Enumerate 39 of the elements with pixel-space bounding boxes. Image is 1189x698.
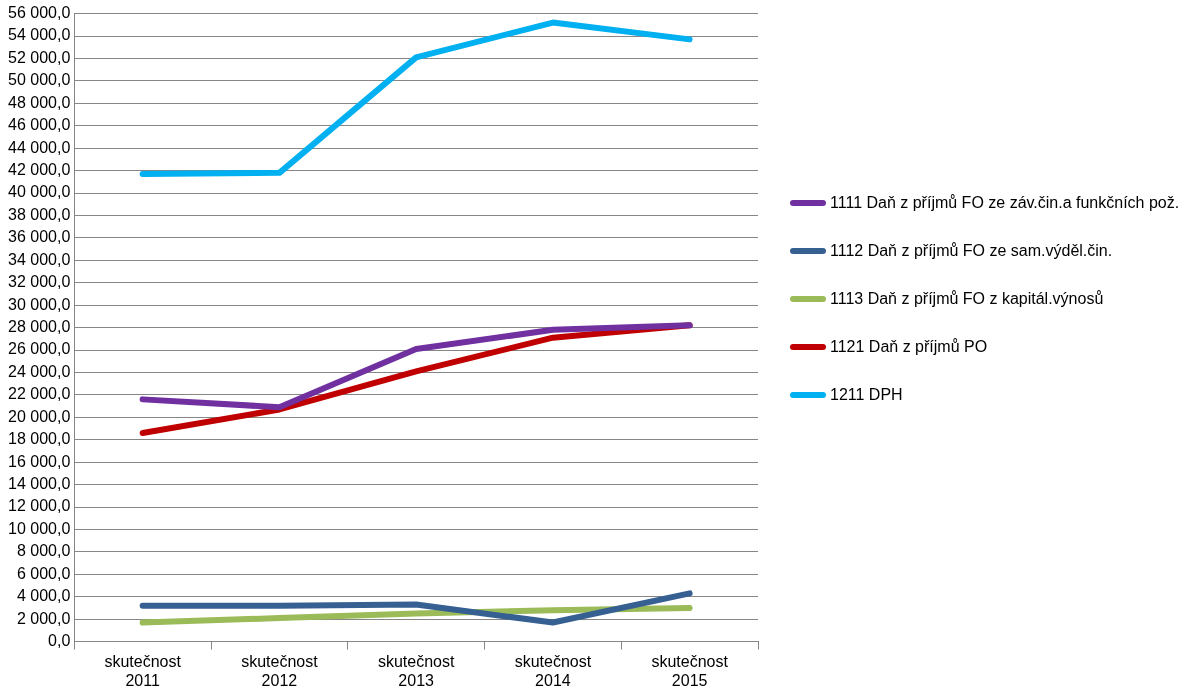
- x-tick-label: skutečnost 2015: [651, 652, 729, 689]
- y-tick-label: 20 000,0: [8, 407, 71, 425]
- y-tick-label: 50 000,0: [8, 71, 71, 89]
- y-tick-label: 30 000,0: [8, 295, 71, 313]
- legend-label: 1112 Daň z příjmů FO ze sam.výděl.čin.: [830, 241, 1113, 261]
- y-tick-label: 32 000,0: [8, 273, 71, 291]
- legend-label: 1121 Daň z příjmů PO: [830, 337, 988, 357]
- y-tick-label: 18 000,0: [8, 430, 71, 448]
- y-tick-label: 22 000,0: [8, 385, 71, 403]
- y-tick-label: 6 000,0: [16, 564, 71, 582]
- y-tick-label: 40 000,0: [8, 183, 71, 201]
- y-tick-label: 48 000,0: [8, 93, 71, 111]
- y-tick-label: 14 000,0: [8, 475, 71, 493]
- y-tick-label: 12 000,0: [8, 497, 71, 515]
- x-tick-label: skutečnost 2011: [104, 652, 182, 689]
- y-tick-label: 52 000,0: [8, 48, 71, 66]
- y-tick-label: 0,0: [48, 632, 71, 650]
- y-tick-label: 16 000,0: [8, 452, 71, 470]
- legend-label: 1113 Daň z příjmů FO z kapitál.výnosů: [830, 289, 1104, 309]
- y-tick-label: 8 000,0: [16, 542, 71, 560]
- y-tick-label: 24 000,0: [8, 362, 71, 380]
- y-tick-label: 56 000,0: [8, 4, 71, 22]
- y-tick-label: 34 000,0: [8, 250, 71, 268]
- y-tick-label: 10 000,0: [8, 519, 71, 537]
- y-tick-label: 26 000,0: [8, 340, 71, 358]
- x-tick-label: skutečnost 2014: [514, 652, 592, 689]
- y-tick-label: 38 000,0: [8, 205, 71, 223]
- y-tick-label: 4 000,0: [16, 587, 71, 605]
- y-tick-label: 54 000,0: [8, 26, 71, 44]
- y-tick-label: 36 000,0: [8, 228, 71, 246]
- y-tick-label: 28 000,0: [8, 318, 71, 336]
- x-tick-label: skutečnost 2012: [241, 652, 319, 689]
- legend-label: 1211 DPH: [830, 385, 903, 405]
- y-tick-label: 42 000,0: [8, 161, 71, 179]
- y-tick-label: 46 000,0: [8, 116, 71, 134]
- y-tick-label: 2 000,0: [16, 609, 71, 627]
- legend-label: 1111 Daň z příjmů FO ze záv.čin.a funkčních pož.: [830, 193, 1180, 213]
- y-tick-label: 44 000,0: [8, 138, 71, 156]
- x-tick-label: skutečnost 2013: [377, 652, 455, 689]
